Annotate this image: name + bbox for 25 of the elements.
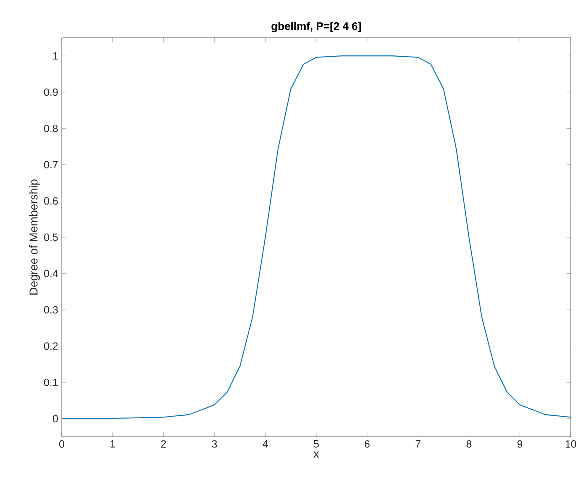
y-tick-label: 0.6: [44, 198, 58, 205]
chart-title: gbellmf, P=[2 4 6]: [272, 22, 362, 33]
y-tick-label: 1: [53, 52, 58, 60]
y-tick-label: 0.3: [44, 306, 58, 314]
y-tick-label: 0.1: [44, 378, 58, 386]
x-tick-label: 0: [59, 440, 64, 448]
x-tick-label: 4: [262, 440, 268, 448]
x-tick-label: 6: [365, 440, 370, 448]
y-tick-label: 0.2: [44, 342, 58, 350]
x-tick-label: 8: [466, 440, 472, 448]
x-tick-label: 7: [416, 440, 421, 448]
y-tick-label: 0.8: [44, 124, 58, 132]
y-tick-label: 0.5: [44, 234, 58, 242]
x-tick-label: 5: [314, 440, 319, 448]
y-tick-label: 0.4: [44, 270, 58, 278]
y-tick-label: 0.7: [44, 161, 58, 169]
x-tick-label: 2: [161, 440, 166, 448]
y-tick-label: 0.9: [44, 88, 58, 96]
x-axis-title: x: [314, 452, 320, 458]
y-tick-label: 0: [53, 415, 58, 423]
x-tick-label: 10: [566, 440, 576, 448]
x-tick-label: 9: [518, 440, 523, 448]
x-tick-label: 1: [110, 440, 116, 448]
y-axis-title: Degree of Membership: [29, 180, 40, 295]
x-tick-label: 3: [212, 440, 218, 448]
